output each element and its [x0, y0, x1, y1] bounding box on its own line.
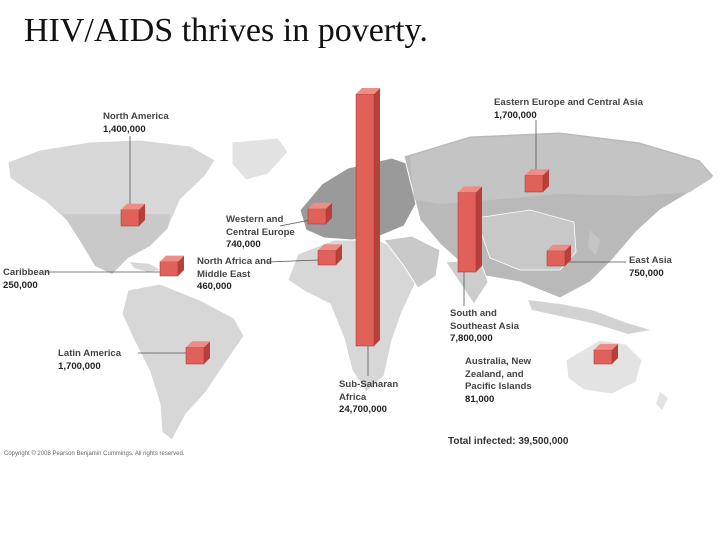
region-name: Western and Central Europe — [226, 214, 295, 238]
region-name: North America — [103, 111, 169, 122]
bar-top — [160, 255, 184, 262]
south-america-landmass — [121, 283, 245, 441]
label-south-southeast-asia: South and Southeast Asia 7,800,000 — [450, 308, 532, 346]
region-name: Caribbean — [3, 267, 50, 278]
greenland-landmass — [231, 137, 289, 181]
region-value: 24,700,000 — [339, 404, 388, 415]
region-name: Eastern Europe and Central Asia — [494, 97, 643, 108]
bar-side — [476, 186, 482, 272]
label-north-africa-middle-east: North Africa and Middle East 460,000 — [197, 256, 289, 294]
bar-north-africa-middle-east — [317, 244, 342, 266]
slide-title: HIV/AIDS thrives in poverty. — [24, 12, 428, 49]
bar-front — [355, 93, 375, 347]
bar-top — [594, 343, 618, 350]
leader-lines — [46, 120, 626, 376]
region-value: 81,000 — [465, 393, 495, 405]
bar-side — [139, 203, 145, 226]
bar-caribbean — [159, 255, 184, 277]
bar-front — [593, 349, 613, 365]
label-eastern-europe-central-asia: Eastern Europe and Central Asia 1,700,00… — [494, 97, 643, 122]
bar-front — [317, 250, 337, 266]
region-name: Latin America — [58, 348, 122, 359]
russia-landmass — [410, 134, 712, 204]
bar-side — [612, 343, 618, 364]
region-value: 1,700,000 — [494, 109, 537, 121]
bar-latin-america — [185, 341, 210, 365]
label-caribbean: Caribbean 250,000 — [3, 267, 50, 292]
total-infected: Total infected: 39,500,000 — [448, 436, 569, 447]
bar-side — [565, 244, 571, 266]
bars-group — [120, 88, 618, 365]
region-value: 1,700,000 — [58, 360, 101, 372]
label-sub-saharan-africa: Sub-Saharan Africa 24,700,000 — [339, 379, 407, 417]
region-name: Sub-Saharan Africa — [339, 379, 399, 403]
bar-top — [458, 186, 482, 193]
region-name: South and Southeast Asia — [450, 308, 519, 332]
bar-front — [120, 209, 140, 227]
bar-side — [543, 169, 549, 192]
bar-australia-nz-pacific — [593, 343, 618, 365]
bar-top — [318, 244, 342, 251]
region-name: North Africa and Middle East — [197, 256, 272, 280]
bar-top — [308, 202, 332, 209]
region-value: 250,000 — [3, 279, 38, 291]
bar-top — [121, 203, 145, 210]
bar-east-asia — [546, 244, 571, 267]
bar-top — [547, 244, 571, 251]
usa-landmass — [62, 214, 170, 274]
bar-top — [356, 88, 380, 94]
leader-western-europe — [279, 219, 311, 227]
japan-landmass — [588, 230, 600, 256]
bar-side — [374, 88, 380, 346]
region-value: 1,400,000 — [103, 123, 146, 135]
bar-front — [159, 261, 179, 277]
bar-side — [326, 202, 332, 224]
continents — [7, 131, 715, 441]
bar-eastern-europe-central-asia — [524, 169, 549, 193]
region-value: 460,000 — [197, 281, 232, 292]
label-east-asia: East Asia 750,000 — [629, 255, 672, 280]
bar-south-southeast-asia — [457, 186, 482, 273]
africa-landmass — [287, 239, 417, 393]
bar-front — [307, 208, 327, 225]
label-north-america: North America 1,400,000 — [103, 111, 169, 136]
region-name: East Asia — [629, 255, 672, 266]
region-name: Australia, New Zealand, and Pacific Isla… — [465, 356, 532, 392]
leader-north-africa — [267, 259, 319, 263]
caribbean-islands — [130, 262, 160, 272]
bar-front — [457, 192, 477, 273]
bar-side — [204, 341, 210, 364]
bar-side — [336, 244, 342, 265]
region-value: 7,800,000 — [450, 333, 493, 344]
bar-western-central-europe — [307, 202, 332, 225]
new-zealand-landmass — [656, 392, 668, 410]
bar-front — [546, 250, 566, 267]
bar-front — [185, 346, 205, 365]
australia-landmass — [565, 339, 643, 395]
region-value: 750,000 — [629, 267, 664, 279]
region-value: 740,000 — [226, 239, 261, 250]
bar-side — [178, 255, 184, 276]
label-latin-america: Latin America 1,700,000 — [58, 348, 121, 373]
middle-east-landmass — [383, 235, 441, 289]
copyright-note: Copyright © 2008 Pearson Benjamin Cummin… — [4, 451, 185, 457]
bar-top — [525, 169, 549, 176]
southeast-asia-islands — [528, 300, 650, 334]
label-australia-nz-pacific: Australia, New Zealand, and Pacific Isla… — [465, 356, 545, 406]
bar-sub-saharan-africa — [355, 88, 380, 347]
bar-north-america — [120, 203, 145, 227]
label-western-central-europe: Western and Central Europe 740,000 — [226, 214, 306, 252]
bar-top — [186, 341, 210, 348]
bar-front — [524, 174, 544, 193]
